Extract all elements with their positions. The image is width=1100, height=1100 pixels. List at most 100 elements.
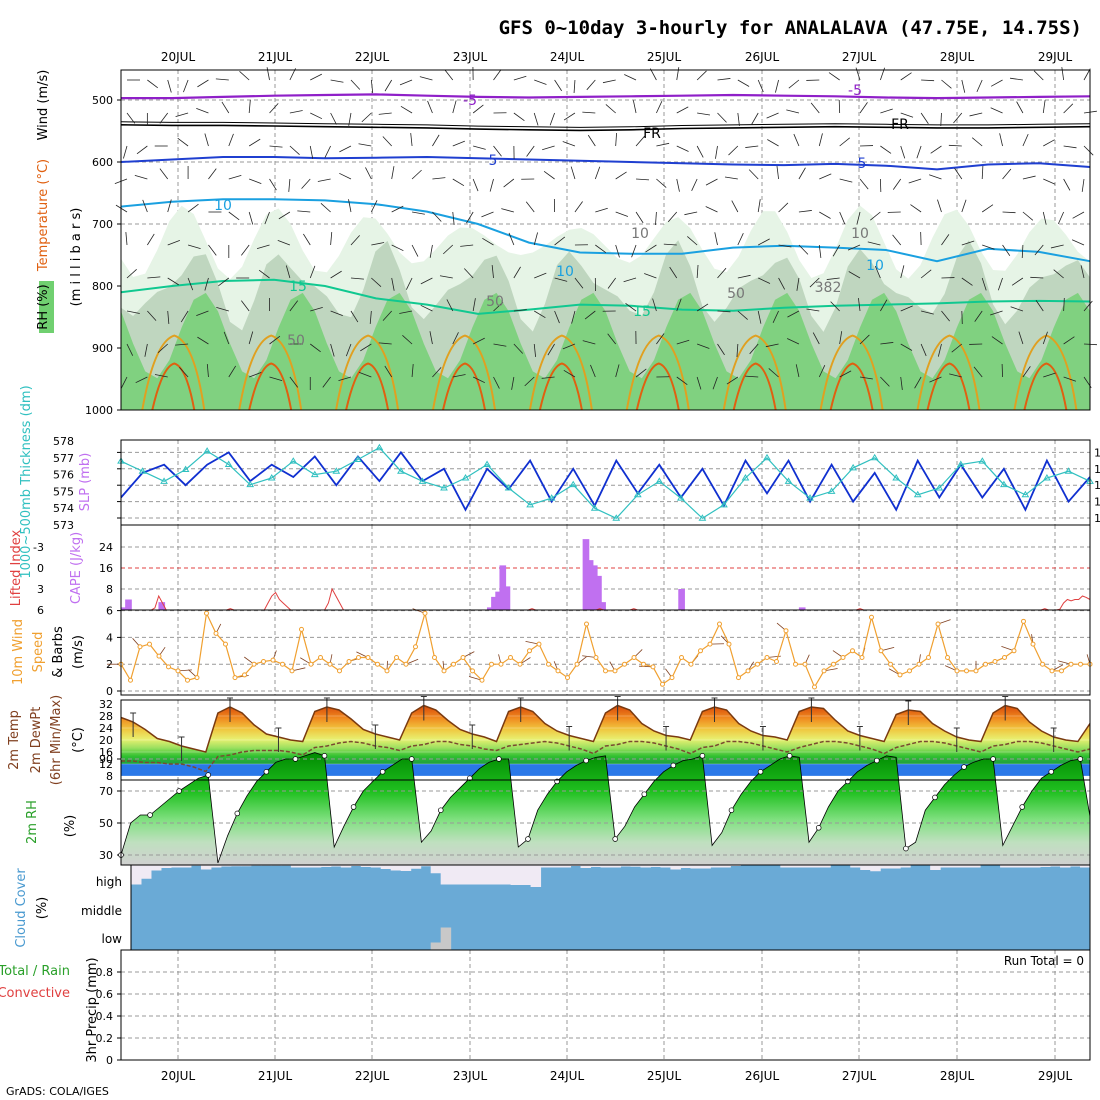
wind-barb [317, 178, 331, 182]
wind-barb [460, 244, 474, 247]
wind-barb [508, 232, 515, 246]
wind10-marker [223, 641, 228, 647]
wind10-marker [318, 655, 323, 660]
wind10-marker [831, 661, 836, 667]
cloud-high-bar [510, 865, 522, 885]
wind-barb [554, 236, 566, 246]
thickness-marker [483, 460, 491, 468]
wind-barb [1063, 376, 1077, 382]
wind-barb [937, 199, 942, 213]
cloud-high-bar [200, 865, 212, 870]
rh-marker [932, 794, 938, 801]
precip-label-2: Convective [0, 986, 70, 1001]
rh-marker [815, 825, 822, 831]
wind-barb [513, 309, 527, 312]
thickness-marker [289, 457, 298, 464]
wind-barb [573, 79, 576, 93]
wind10-marker [764, 655, 770, 660]
wind-barb [941, 234, 950, 246]
wind-barb [157, 343, 168, 353]
bottom-date-label: 28JUL [940, 1069, 975, 1083]
tick-label: 24 [99, 722, 113, 735]
wind-barb [216, 307, 229, 312]
wind10-marker [365, 655, 371, 660]
bottom-date-label: 27JUL [842, 1069, 877, 1083]
wind-barb [324, 145, 331, 158]
thickness-marker [461, 473, 470, 481]
wind10-marker [147, 641, 152, 647]
wind-barb [892, 234, 902, 246]
cloud-high-bar [610, 865, 621, 868]
wind-barb [874, 265, 881, 279]
wind-barb [384, 79, 393, 92]
wind-barb [859, 178, 869, 190]
wind-barb [635, 368, 647, 378]
wind-barb [717, 310, 731, 313]
cape-bar [595, 575, 602, 610]
wind-barb [900, 145, 906, 159]
wind10-marker [166, 664, 171, 670]
wind-barb [819, 211, 831, 219]
wind10-marker [745, 668, 751, 674]
thickness-tick-label: 575 [53, 485, 74, 498]
wind-barb [547, 343, 555, 356]
wind-barb [147, 276, 161, 279]
wind-barb [208, 168, 217, 180]
wind-barb [1022, 366, 1031, 378]
wind-barb [429, 331, 433, 345]
wind-barb [309, 265, 316, 279]
wind-barb [973, 366, 983, 378]
wind-barb [183, 79, 189, 93]
thickness-marker [720, 500, 728, 508]
wind-barb [839, 211, 846, 225]
wind10-marker [888, 661, 893, 667]
wind-barb [427, 100, 433, 114]
tick-label: 1020 [1094, 446, 1100, 459]
wind-barb [411, 169, 422, 180]
panel-frame [120, 609, 1091, 696]
wind-barb [309, 145, 314, 159]
rh-marker [1019, 804, 1025, 810]
cloud-high-bar [560, 865, 572, 868]
contour-label: 15 [633, 304, 651, 320]
wind10-marker [555, 668, 561, 674]
wind-barb [1033, 70, 1044, 81]
wind-barb [420, 277, 433, 285]
wind-barb [399, 310, 413, 314]
wind10-marker [603, 668, 608, 674]
cape-bar [158, 602, 166, 610]
wind-barb [525, 201, 535, 213]
cloud-high-bar [600, 865, 611, 868]
wind10-marker [498, 661, 504, 667]
wind-barb [676, 145, 689, 152]
wind-barb [951, 343, 963, 353]
wind10-marker [935, 621, 941, 627]
cloud-high-bar [540, 865, 552, 868]
panel-frame [120, 949, 1091, 1061]
wind-barb [590, 364, 596, 378]
thickness-marker [1043, 473, 1051, 481]
wind10-marker [1059, 668, 1064, 674]
isotherm-20 [528, 334, 593, 411]
wind-barb [144, 343, 148, 357]
wind10-marker [1030, 641, 1036, 647]
rh-marker [786, 753, 793, 759]
wind-barb [786, 338, 800, 345]
wind-barb [712, 376, 718, 390]
wind-barb [452, 100, 457, 114]
wind-barb [1071, 239, 1085, 246]
wind-barb [482, 237, 494, 246]
wind-barb [218, 277, 230, 287]
wind-barb [443, 244, 454, 255]
wind-barb [786, 109, 800, 114]
cape-bar [590, 565, 598, 610]
wind-barb [444, 69, 454, 81]
wind10-marker [1002, 655, 1007, 660]
wind-barb [277, 239, 291, 246]
wind-barb [491, 265, 494, 279]
wind-barb [717, 343, 725, 356]
wind10-marker [622, 661, 627, 667]
wind-barb [1083, 68, 1091, 81]
rh2m-label: 2m RH [25, 800, 40, 844]
cloud-high-bar [131, 865, 142, 885]
